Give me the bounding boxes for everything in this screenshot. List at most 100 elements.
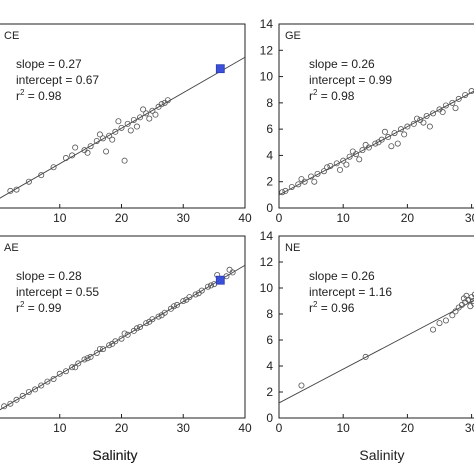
data-point bbox=[72, 364, 79, 371]
data-point bbox=[346, 153, 353, 160]
highlight-point bbox=[215, 275, 225, 285]
data-point bbox=[109, 340, 116, 347]
data-point bbox=[118, 335, 125, 342]
data-point bbox=[81, 356, 88, 363]
x-tick-label: 20 bbox=[115, 211, 129, 225]
data-point bbox=[103, 148, 110, 155]
data-point bbox=[96, 131, 103, 138]
data-point bbox=[414, 115, 421, 122]
x-tick-label: 40 bbox=[238, 211, 252, 225]
regression-line bbox=[279, 299, 474, 404]
data-point bbox=[93, 137, 100, 144]
data-point bbox=[38, 382, 45, 389]
slope-annotation: slope = 0.27 bbox=[16, 57, 82, 71]
y-tick-label: 4 bbox=[266, 148, 273, 162]
data-point bbox=[449, 99, 456, 106]
data-point bbox=[336, 166, 343, 173]
data-point bbox=[430, 326, 437, 333]
x-tick-label: 10 bbox=[53, 421, 67, 435]
data-point bbox=[75, 360, 82, 367]
x-tick-label: 10 bbox=[337, 211, 351, 225]
data-point bbox=[62, 155, 69, 162]
slope-annotation: slope = 0.26 bbox=[309, 57, 375, 71]
data-point bbox=[149, 107, 156, 114]
data-point bbox=[449, 312, 456, 319]
x-tick-label: 20 bbox=[401, 421, 415, 435]
y-tick-label: 12 bbox=[260, 255, 274, 269]
plot-frame bbox=[0, 23, 246, 209]
x-tick-label: 20 bbox=[401, 211, 415, 225]
data-point bbox=[112, 128, 119, 135]
data-point bbox=[468, 88, 474, 95]
panel-ge: 0 10 20 30 0 2 4 6 8 10 12 14 GE slope = 0.26 intercep… bbox=[260, 17, 474, 225]
data-point bbox=[84, 149, 91, 156]
highlight-point bbox=[215, 64, 225, 74]
data-point bbox=[362, 353, 369, 360]
data-point bbox=[44, 378, 51, 385]
regression-line bbox=[0, 56, 245, 199]
data-point bbox=[359, 147, 366, 154]
y-tick-label: 2 bbox=[266, 175, 273, 189]
data-point bbox=[143, 110, 150, 117]
slope-annotation: slope = 0.26 bbox=[309, 269, 375, 283]
data-point bbox=[436, 320, 443, 327]
plot-frame bbox=[0, 235, 246, 419]
x-axis-label: Salinity bbox=[92, 447, 137, 463]
x-tick-label: 0 bbox=[276, 211, 283, 225]
data-point bbox=[340, 157, 347, 164]
data-point bbox=[439, 109, 446, 116]
data-point bbox=[121, 330, 128, 337]
data-point bbox=[143, 320, 150, 327]
data-point bbox=[381, 128, 388, 135]
y-tick-label: 12 bbox=[260, 43, 274, 57]
x-tick-label: 10 bbox=[53, 211, 67, 225]
data-point bbox=[226, 266, 233, 273]
data-point bbox=[164, 97, 171, 104]
data-point bbox=[391, 130, 398, 137]
data-point bbox=[13, 186, 20, 193]
r2-annotation: r2 = 0.98 bbox=[309, 88, 355, 103]
data-point bbox=[69, 152, 76, 159]
data-point bbox=[7, 187, 14, 194]
data-point bbox=[343, 161, 350, 168]
panel-ne: 0 10 20 30 0 2 4 6 8 10 12 14 NE slope = 0.26 intercep… bbox=[260, 229, 474, 463]
data-point bbox=[50, 164, 57, 171]
intercept-annotation: intercept = 0.67 bbox=[16, 73, 99, 87]
data-point bbox=[121, 157, 128, 164]
data-point bbox=[420, 119, 427, 126]
r2-annotation: r2 = 0.98 bbox=[16, 88, 62, 103]
plot-frame bbox=[278, 235, 474, 419]
data-point bbox=[133, 325, 140, 332]
data-point bbox=[93, 349, 100, 356]
data-point bbox=[394, 140, 401, 147]
data-point bbox=[7, 400, 14, 407]
x-axis-label: Salinity bbox=[359, 447, 404, 463]
data-point bbox=[311, 178, 318, 185]
data-point bbox=[146, 115, 153, 122]
y-tick-label: 4 bbox=[266, 359, 273, 373]
data-point bbox=[467, 303, 474, 310]
y-tick-label: 14 bbox=[260, 229, 274, 243]
data-point bbox=[320, 168, 327, 175]
data-point bbox=[455, 95, 462, 102]
data-point bbox=[170, 303, 177, 310]
data-point bbox=[158, 101, 165, 108]
data-point bbox=[397, 126, 404, 133]
y-tick-label: 0 bbox=[266, 201, 273, 215]
data-point bbox=[118, 124, 125, 131]
data-point bbox=[388, 143, 395, 150]
data-point bbox=[282, 187, 289, 194]
data-point bbox=[183, 296, 190, 303]
data-point bbox=[25, 388, 32, 395]
data-point bbox=[471, 291, 474, 298]
data-point bbox=[146, 318, 153, 325]
data-point bbox=[410, 120, 417, 127]
data-point bbox=[298, 176, 305, 183]
data-point bbox=[308, 173, 315, 180]
data-point bbox=[19, 392, 26, 399]
data-point bbox=[385, 134, 392, 141]
data-point bbox=[25, 178, 32, 185]
data-point bbox=[87, 353, 94, 360]
data-point bbox=[442, 317, 449, 324]
data-point bbox=[99, 346, 106, 353]
